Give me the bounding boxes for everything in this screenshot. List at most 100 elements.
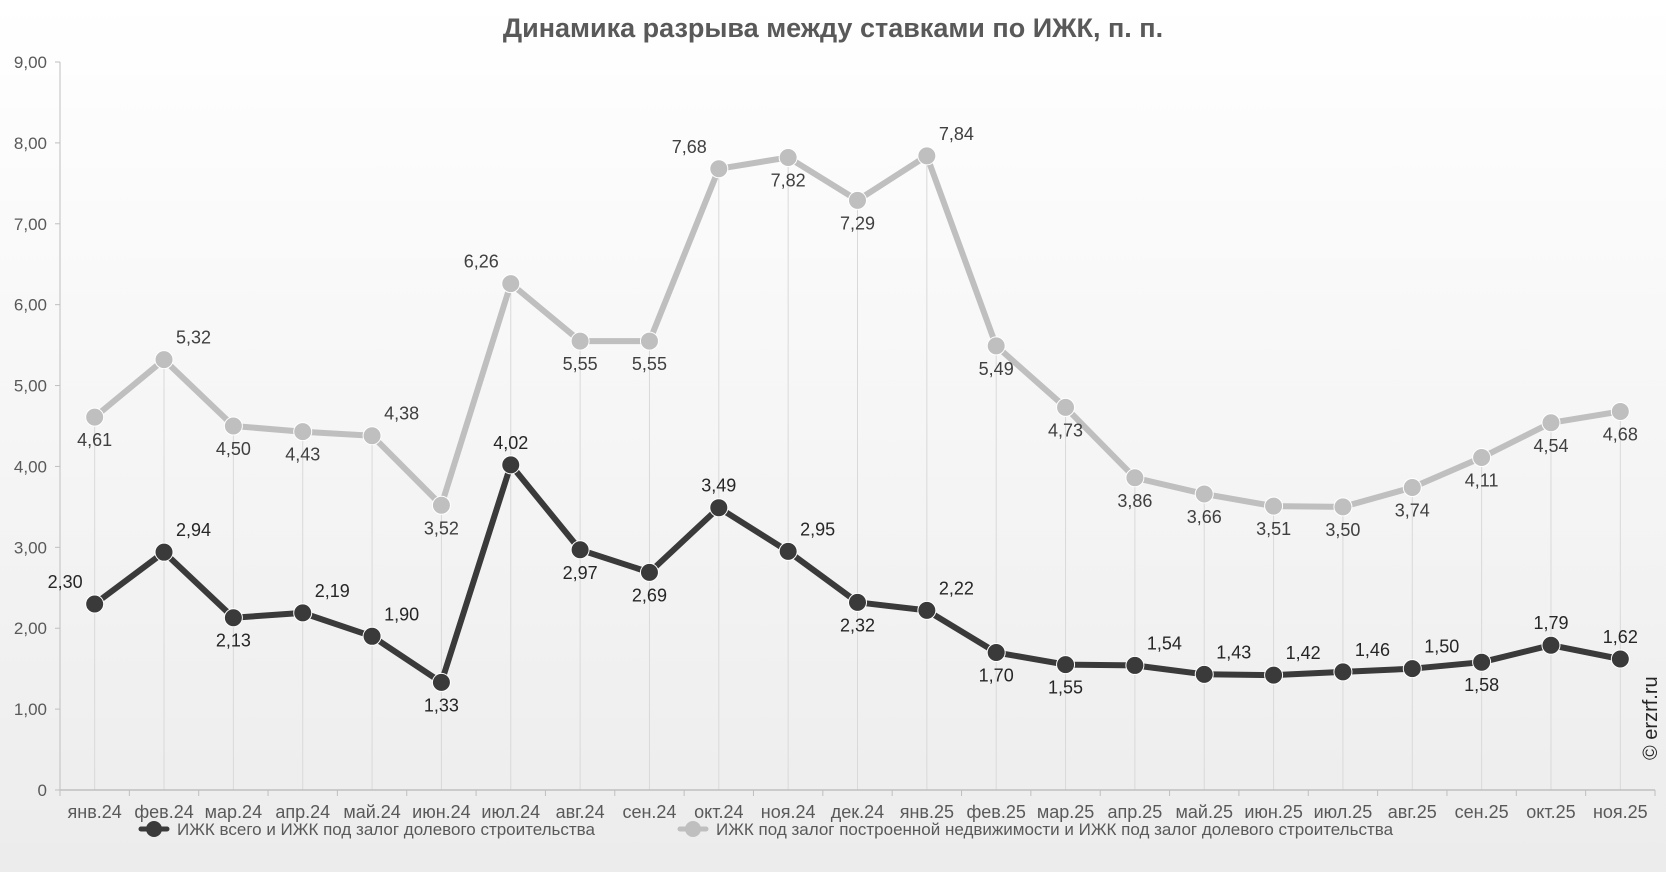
- y-tick-label: 8,00: [14, 134, 47, 153]
- watermark: © erzrf.ru: [1640, 676, 1662, 760]
- x-tick-label: май.24: [343, 802, 400, 822]
- data-point: [778, 541, 798, 561]
- data-point: [709, 159, 729, 179]
- y-tick-label: 9,00: [14, 53, 47, 72]
- data-point: [154, 350, 174, 370]
- data-label: 3,86: [1117, 491, 1152, 511]
- x-tick-label: апр.24: [275, 802, 330, 822]
- data-point: [501, 274, 521, 294]
- x-tick-label: мар.25: [1037, 802, 1094, 822]
- x-tick-label: сен.25: [1455, 802, 1509, 822]
- x-tick-label: авг.24: [556, 802, 605, 822]
- data-label: 5,55: [563, 354, 598, 374]
- data-point: [1056, 655, 1076, 675]
- data-point: [1125, 468, 1145, 488]
- data-point: [85, 594, 105, 614]
- data-label: 5,49: [979, 359, 1014, 379]
- data-label: 7,68: [672, 137, 707, 157]
- data-point: [501, 455, 521, 475]
- data-point: [709, 498, 729, 518]
- data-label: 4,68: [1603, 424, 1638, 444]
- data-point: [848, 190, 867, 210]
- data-label: 2,22: [939, 578, 974, 598]
- data-label: 3,74: [1395, 500, 1430, 520]
- data-label: 1,50: [1424, 637, 1459, 657]
- data-label: 2,19: [315, 581, 350, 601]
- data-label: 5,32: [176, 328, 211, 348]
- data-point: [154, 542, 174, 562]
- data-point: [431, 495, 451, 515]
- x-tick-label: июл.25: [1314, 802, 1373, 822]
- data-label: 7,82: [771, 170, 806, 190]
- data-label: 6,26: [464, 252, 499, 272]
- legend-label: ИЖК под залог построенной недвижимости и…: [716, 820, 1394, 839]
- data-label: 1,58: [1464, 675, 1499, 695]
- x-tick-label: окт.24: [694, 802, 743, 822]
- data-point: [362, 426, 382, 446]
- data-label: 4,73: [1048, 420, 1083, 440]
- data-label: 3,49: [701, 476, 736, 496]
- data-label: 1,70: [979, 665, 1014, 685]
- data-label: 2,13: [216, 631, 251, 651]
- data-point: [293, 422, 313, 442]
- data-label: 5,55: [632, 354, 667, 374]
- data-point: [1541, 635, 1561, 655]
- data-label: 1,42: [1286, 643, 1321, 663]
- chart-title: Динамика разрыва между ставками по ИЖК, …: [503, 13, 1163, 43]
- data-label: 4,43: [285, 445, 320, 465]
- data-point: [1194, 484, 1214, 504]
- x-tick-label: дек.24: [831, 802, 884, 822]
- data-point: [293, 603, 313, 623]
- data-point: [917, 146, 937, 166]
- y-tick-label: 4,00: [14, 457, 47, 476]
- x-tick-label: июл.24: [481, 802, 540, 822]
- data-label: 3,52: [424, 518, 459, 538]
- data-label: 4,38: [384, 404, 419, 424]
- data-point: [639, 562, 659, 582]
- data-point: [986, 642, 1006, 662]
- data-point: [1402, 659, 1422, 679]
- data-point: [1056, 397, 1076, 417]
- data-point: [1610, 401, 1630, 421]
- data-point: [1610, 649, 1630, 669]
- data-point: [1333, 662, 1353, 682]
- data-point: [223, 416, 243, 436]
- data-point: [362, 626, 382, 646]
- x-tick-label: июн.25: [1244, 802, 1303, 822]
- data-point: [1264, 496, 1284, 516]
- data-label: 1,33: [424, 695, 459, 715]
- data-label: 3,66: [1187, 507, 1222, 527]
- data-label: 4,50: [216, 439, 251, 459]
- legend-dot-marker: [146, 821, 162, 837]
- data-label: 3,51: [1256, 519, 1291, 539]
- x-tick-label: фев.25: [966, 802, 1025, 822]
- x-tick-label: янв.25: [900, 802, 954, 822]
- data-label: 4,02: [493, 433, 528, 453]
- data-label: 2,32: [840, 615, 875, 635]
- y-tick-label: 0: [38, 781, 47, 800]
- data-point: [1333, 497, 1353, 517]
- x-tick-label: апр.25: [1107, 802, 1162, 822]
- data-label: 4,54: [1533, 436, 1568, 456]
- x-tick-label: окт.25: [1526, 802, 1575, 822]
- x-tick-label: фев.24: [134, 802, 193, 822]
- data-label: 2,95: [800, 519, 835, 539]
- x-tick-label: мар.24: [205, 802, 262, 822]
- data-point: [917, 600, 937, 620]
- y-tick-label: 1,00: [14, 700, 47, 719]
- y-tick-label: 5,00: [14, 377, 47, 396]
- data-label: 3,50: [1325, 520, 1360, 540]
- data-point: [431, 672, 451, 692]
- data-label: 1,46: [1355, 640, 1390, 660]
- x-tick-label: ноя.24: [761, 802, 816, 822]
- data-point: [639, 331, 659, 351]
- data-point: [1402, 477, 1422, 497]
- data-point: [85, 407, 105, 427]
- x-tick-label: сен.24: [622, 802, 676, 822]
- data-label: 2,94: [176, 520, 211, 540]
- x-tick-label: июн.24: [412, 802, 471, 822]
- data-point: [1472, 652, 1492, 672]
- data-point: [223, 608, 243, 628]
